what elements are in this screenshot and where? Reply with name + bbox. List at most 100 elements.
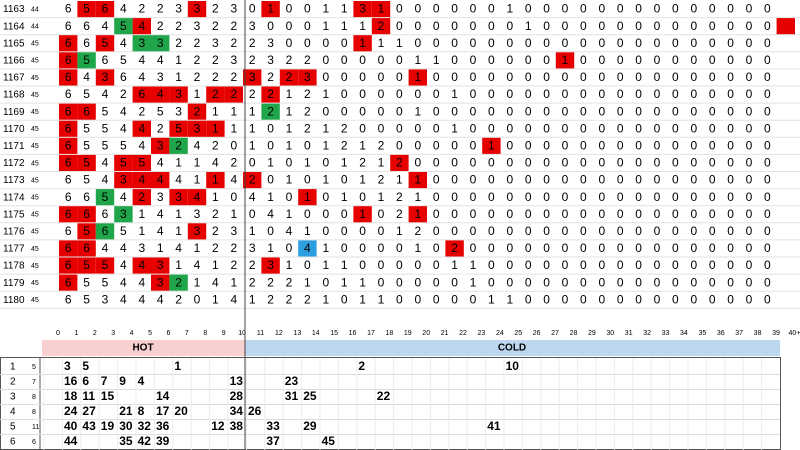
column-header: 31 <box>625 330 633 337</box>
gap-value: 0 <box>617 70 624 84</box>
column-header: 27 <box>551 330 559 337</box>
highlight-cell <box>95 257 115 274</box>
gap-value: 4 <box>194 258 201 272</box>
summary-number: 7 <box>101 374 108 388</box>
gap-value: 0 <box>286 241 293 255</box>
gap-value: 0 <box>562 292 569 306</box>
gap-value: 0 <box>433 156 440 170</box>
gap-value: 4 <box>138 258 145 272</box>
gap-value: 0 <box>433 173 440 187</box>
gap-value: 4 <box>194 190 201 204</box>
column-header: 37 <box>735 330 743 337</box>
highlight-cell <box>77 240 96 257</box>
gap-value: 0 <box>709 19 716 33</box>
gap-value: 1 <box>470 258 477 272</box>
gap-value: 0 <box>396 139 403 153</box>
gap-value: 0 <box>764 207 771 221</box>
gap-value: 3 <box>194 207 201 221</box>
gap-value: 2 <box>304 104 311 118</box>
gap-value: 0 <box>690 70 697 84</box>
gap-value: 0 <box>543 121 550 135</box>
gap-value: 4 <box>120 121 127 135</box>
gap-value: 0 <box>286 36 293 50</box>
gap-value: 0 <box>764 275 771 289</box>
gap-value: 0 <box>727 292 734 306</box>
gap-value: 5 <box>83 258 90 272</box>
summary-number: 34 <box>230 404 244 418</box>
highlight-cell <box>132 86 151 103</box>
column-header: 34 <box>680 330 688 337</box>
summary-number: 2 <box>358 359 365 373</box>
gap-value: 2 <box>212 70 219 84</box>
highlight-cell <box>169 86 188 103</box>
highlight-cell <box>187 189 207 206</box>
gap-value: 5 <box>102 104 109 118</box>
gap-value: 0 <box>470 173 477 187</box>
highlight-cell <box>151 274 170 291</box>
gap-value: 0 <box>451 190 458 204</box>
gap-value: 0 <box>433 2 440 16</box>
highlight-cell <box>224 86 243 103</box>
gap-value: 0 <box>709 207 716 221</box>
gap-value: 0 <box>617 173 624 187</box>
gap-value: 4 <box>175 241 182 255</box>
gap-value: 0 <box>727 190 734 204</box>
gap-value: 0 <box>672 19 679 33</box>
draw-count: 45 <box>31 194 39 201</box>
gap-value: 0 <box>598 207 605 221</box>
gap-value: 0 <box>635 292 642 306</box>
gap-value: 0 <box>506 241 513 255</box>
gap-value: 6 <box>83 207 90 221</box>
gap-value: 0 <box>451 104 458 118</box>
gap-value: 0 <box>580 70 587 84</box>
gap-value: 2 <box>230 87 237 101</box>
gap-value: 0 <box>433 275 440 289</box>
gap-value: 0 <box>746 190 753 204</box>
summary-number: 33 <box>266 419 280 433</box>
gap-value: 2 <box>249 173 256 187</box>
draw-number: 1164 <box>3 21 25 32</box>
gap-value: 0 <box>525 207 532 221</box>
gap-value: 1 <box>175 258 182 272</box>
gap-value: 0 <box>414 292 421 306</box>
gap-value: 0 <box>617 87 624 101</box>
gap-value: 1 <box>175 224 182 238</box>
highlight-cell <box>353 206 372 223</box>
highlight-cell <box>151 86 170 103</box>
gap-value: 0 <box>543 2 550 16</box>
gap-value: 0 <box>654 173 661 187</box>
gap-value: 0 <box>506 173 513 187</box>
gap-value: 1 <box>414 190 421 204</box>
summary-number: 38 <box>230 419 244 433</box>
summary-number: 40 <box>64 419 78 433</box>
gap-value: 0 <box>451 36 458 50</box>
gap-value: 0 <box>470 241 477 255</box>
gap-value: 0 <box>322 156 329 170</box>
gap-value: 0 <box>672 241 679 255</box>
gap-value: 5 <box>83 224 90 238</box>
column-header: 29 <box>588 330 596 337</box>
gap-value: 1 <box>322 258 329 272</box>
gap-value: 0 <box>598 19 605 33</box>
gap-value: 0 <box>764 121 771 135</box>
gap-value: 1 <box>230 275 237 289</box>
gap-value: 1 <box>249 224 256 238</box>
highlight-cell <box>445 240 464 257</box>
gap-value: 1 <box>506 292 513 306</box>
summary-number: 8 <box>138 404 145 418</box>
gap-value: 2 <box>267 87 274 101</box>
gap-value: 4 <box>120 275 127 289</box>
highlight-cell <box>261 86 280 103</box>
draw-count: 45 <box>31 160 39 167</box>
gap-value: 0 <box>378 87 385 101</box>
gap-value: 0 <box>378 258 385 272</box>
gap-value: 0 <box>341 207 348 221</box>
gap-value: 1 <box>396 173 403 187</box>
gap-value: 2 <box>212 139 219 153</box>
highlight-cell <box>298 189 317 206</box>
gap-value: 6 <box>65 121 72 135</box>
gap-value: 4 <box>212 275 219 289</box>
gap-value: 0 <box>525 36 532 50</box>
gap-value: 0 <box>690 207 697 221</box>
gap-value: 0 <box>451 207 458 221</box>
